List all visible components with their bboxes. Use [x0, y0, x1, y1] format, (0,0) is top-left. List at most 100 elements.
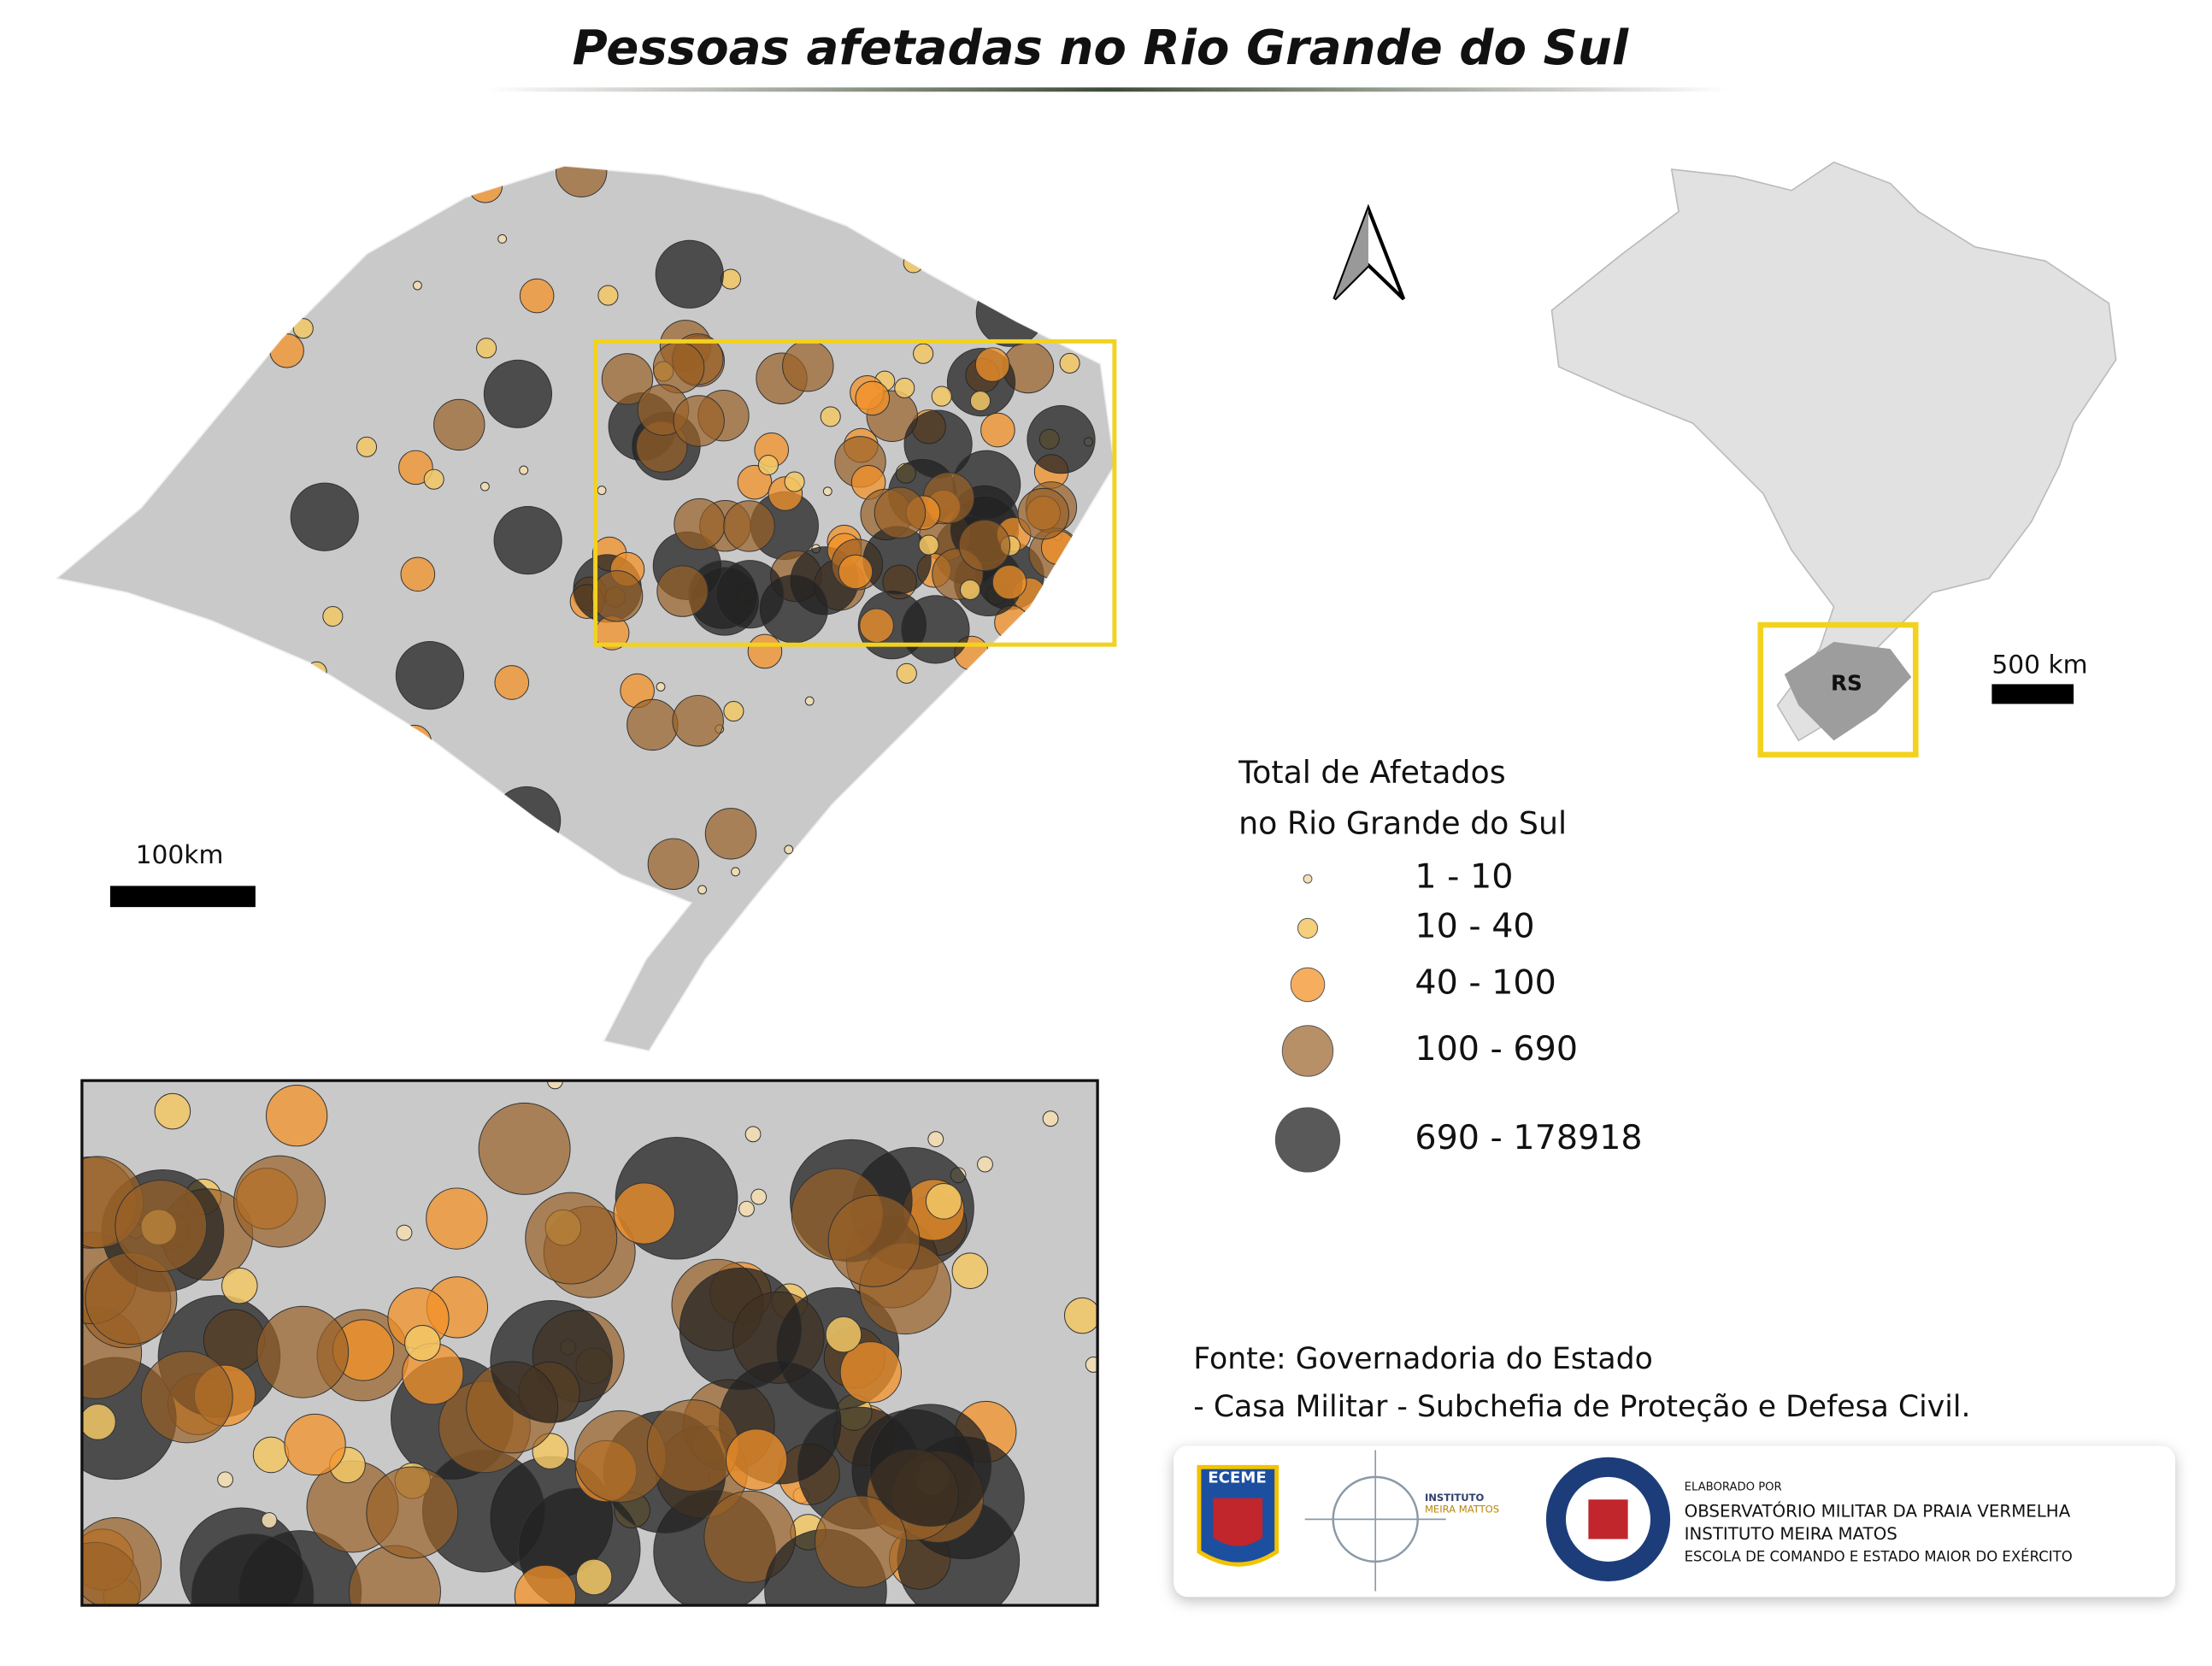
affected-circle: [1054, 171, 1089, 206]
affected-circle: [725, 1428, 788, 1491]
affected-circle: [1063, 1297, 1098, 1334]
legend-label: 100 - 690: [1415, 1029, 1578, 1068]
affected-circle: [1016, 676, 1052, 711]
legend: 1 - 10 10 - 40 40 - 100 100 - 690 690 - 1789…: [1274, 857, 1643, 1173]
affected-circle: [77, 353, 86, 363]
legend-symbol: [1281, 1025, 1334, 1077]
affected-circle: [217, 1471, 233, 1488]
affected-circle: [396, 1224, 413, 1241]
affected-circle: [981, 252, 991, 262]
affected-circle: [476, 338, 497, 359]
affected-circle: [591, 570, 644, 622]
affected-circle: [519, 278, 555, 314]
affected-circle: [679, 1267, 803, 1391]
affected-circle: [187, 641, 197, 651]
affected-circle: [180, 311, 216, 347]
legend-symbol: [1274, 1107, 1341, 1173]
legend-label: 690 - 178918: [1415, 1118, 1642, 1157]
affected-circle: [931, 386, 952, 407]
affected-circle: [1017, 744, 1053, 780]
rs-highlight: [1784, 641, 1912, 741]
affected-circle: [704, 808, 757, 860]
affected-circle: [261, 1512, 278, 1528]
affected-circle: [823, 879, 859, 915]
affected-circle: [738, 1200, 755, 1217]
eceme-label: ECEME: [1208, 1469, 1267, 1487]
legend-title: Total de Afetados: [1238, 754, 1506, 791]
affected-circle: [356, 436, 378, 457]
affected-circle: [913, 343, 934, 364]
affected-circle: [221, 1267, 258, 1304]
affected-circle: [961, 227, 1013, 280]
affected-circle: [959, 779, 1028, 848]
affected-circle: [303, 849, 325, 870]
affected-circle: [656, 565, 709, 617]
affected-circle: [404, 1325, 441, 1362]
affected-circle: [256, 1305, 350, 1398]
affected-circle: [115, 1180, 208, 1273]
affected-circle: [81, 1404, 116, 1440]
affected-circle: [104, 268, 115, 278]
affected-circle: [804, 696, 815, 706]
title: Pessoas afetadas no Rio Grande do Sul: [573, 21, 1629, 76]
affected-circle: [87, 386, 109, 408]
affected-circle: [266, 1085, 328, 1147]
affected-circle: [647, 838, 700, 890]
affected-circle: [782, 339, 834, 392]
zoom-box: [593, 338, 1117, 647]
affected-circle: [757, 454, 779, 476]
scale-bar: [1991, 684, 2074, 704]
affected-circle: [192, 305, 228, 341]
eceme-emblem: [1213, 1498, 1263, 1546]
affected-circle: [154, 1092, 191, 1130]
affected-circle: [284, 1413, 346, 1476]
affected-circle: [894, 377, 915, 399]
affected-circle: [977, 1156, 993, 1173]
affected-circle: [1013, 744, 1023, 754]
legend-symbol: [1290, 967, 1326, 1003]
credits-panel: [1174, 1445, 2175, 1598]
affected-circle: [303, 698, 356, 750]
affected-circle: [349, 1545, 441, 1606]
affected-circle: [514, 1564, 577, 1606]
affected-circle: [1009, 200, 1030, 221]
scale-label: 100km: [136, 840, 224, 870]
affected-circle: [720, 268, 741, 290]
affected-circle: [314, 836, 324, 846]
affected-circle: [697, 885, 708, 895]
affected-circle: [493, 505, 562, 575]
affected-circle: [855, 380, 891, 416]
affected-circle: [1009, 845, 1044, 880]
affected-circle: [958, 791, 1027, 860]
affected-circle: [918, 534, 939, 556]
affected-circle: [1097, 216, 1115, 238]
affected-circle: [433, 398, 485, 451]
source-text: - Casa Militar - Subchefia de Proteção e…: [1193, 1390, 1970, 1424]
affected-circle: [121, 367, 143, 388]
rs-box: [1757, 621, 1919, 758]
affected-circle: [731, 867, 740, 877]
affected-circle: [525, 1192, 618, 1285]
observatorio-emblem: [1588, 1499, 1628, 1539]
affected-circle: [279, 714, 301, 736]
affected-circle: [362, 886, 431, 955]
affected-circle: [395, 641, 465, 710]
affected-circle: [1027, 166, 1037, 175]
affected-circle: [426, 1187, 488, 1250]
affected-circle: [519, 465, 529, 475]
affected-circle: [494, 665, 530, 700]
affected-circle: [822, 486, 832, 497]
legend-label: 10 - 40: [1415, 906, 1534, 945]
affected-circle: [423, 468, 444, 490]
affected-circle: [597, 486, 607, 496]
affected-circle: [123, 732, 175, 784]
affected-circle: [68, 634, 78, 645]
affected-circle: [522, 823, 544, 845]
affected-circle: [1056, 741, 1078, 762]
affected-circle: [479, 481, 490, 492]
affected-circle: [366, 1466, 459, 1559]
affected-circle: [468, 168, 503, 203]
affected-circle: [233, 1155, 327, 1248]
affected-circle: [1059, 352, 1080, 374]
affected-circle: [252, 1436, 290, 1474]
